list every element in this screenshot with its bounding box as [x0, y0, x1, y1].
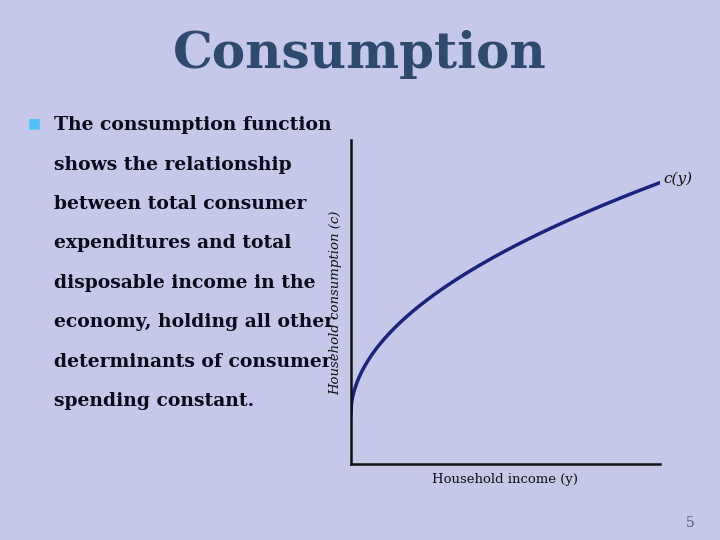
Text: expenditures and total: expenditures and total: [54, 234, 292, 252]
Text: Consumption: Consumption: [173, 30, 547, 79]
Text: disposable income in the: disposable income in the: [54, 274, 315, 292]
Text: between total consumer: between total consumer: [54, 195, 307, 213]
Text: economy, holding all other: economy, holding all other: [54, 313, 334, 331]
Text: determinants of consumer: determinants of consumer: [54, 353, 332, 370]
Text: shows the relationship: shows the relationship: [54, 156, 292, 173]
X-axis label: Household income (y): Household income (y): [433, 472, 578, 486]
Text: spending constant.: spending constant.: [54, 392, 254, 410]
Text: 5: 5: [686, 516, 695, 530]
Text: ■: ■: [27, 116, 40, 130]
Y-axis label: Household consumption (c): Household consumption (c): [329, 210, 342, 395]
Text: c(y): c(y): [663, 172, 693, 186]
Text: The consumption function: The consumption function: [54, 116, 332, 134]
